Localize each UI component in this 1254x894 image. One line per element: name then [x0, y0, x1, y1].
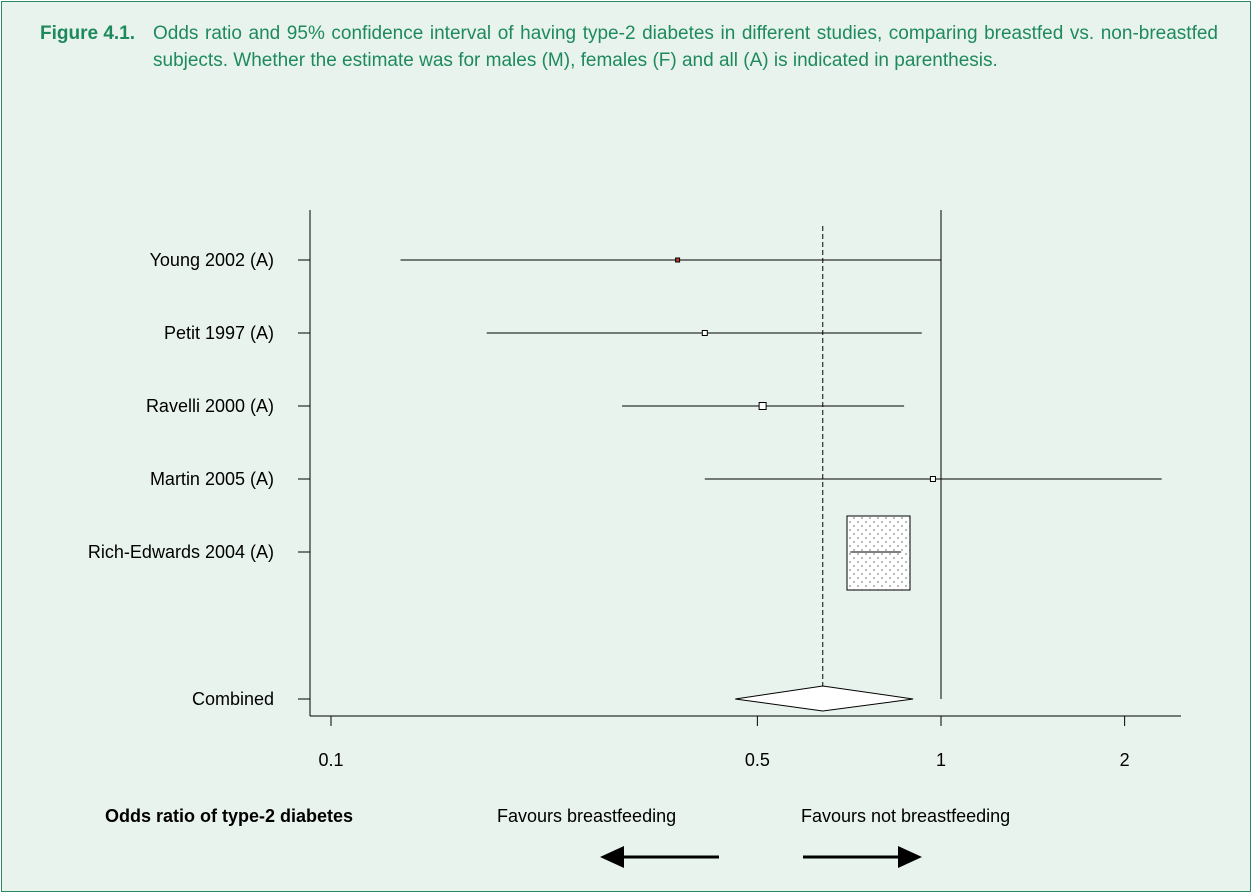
left-arrow-head — [600, 846, 624, 868]
x-tick-label: 2 — [1120, 750, 1130, 770]
figure-caption: Figure 4.1. Odds ratio and 95% confidenc… — [40, 20, 1218, 74]
favours-right-label: Favours not breastfeeding — [801, 806, 1010, 826]
x-axis-title: Odds ratio of type-2 diabetes — [105, 806, 353, 826]
point-estimate-box — [701, 330, 708, 336]
study-label: Rich-Edwards 2004 (A) — [88, 542, 274, 562]
study-label: Martin 2005 (A) — [150, 469, 274, 489]
point-estimate-box — [675, 257, 681, 263]
x-tick-label: 0.5 — [745, 750, 770, 770]
caption-text: Odds ratio and 95% confidence interval o… — [153, 23, 1218, 71]
study-label: Ravelli 2000 (A) — [146, 396, 274, 416]
figure-label: Figure 4.1. — [40, 23, 136, 44]
right-arrow-head — [898, 846, 922, 868]
x-tick-label: 1 — [936, 750, 946, 770]
study-label: Young 2002 (A) — [150, 250, 274, 270]
point-estimate-box — [758, 402, 767, 410]
x-tick-label: 0.1 — [318, 750, 343, 770]
point-estimate-box — [929, 476, 936, 482]
combined-label: Combined — [192, 689, 274, 709]
study-label: Petit 1997 (A) — [164, 323, 274, 343]
combined-diamond — [735, 685, 914, 712]
point-estimate-box — [846, 515, 911, 591]
favours-left-label: Favours breastfeeding — [497, 806, 676, 826]
